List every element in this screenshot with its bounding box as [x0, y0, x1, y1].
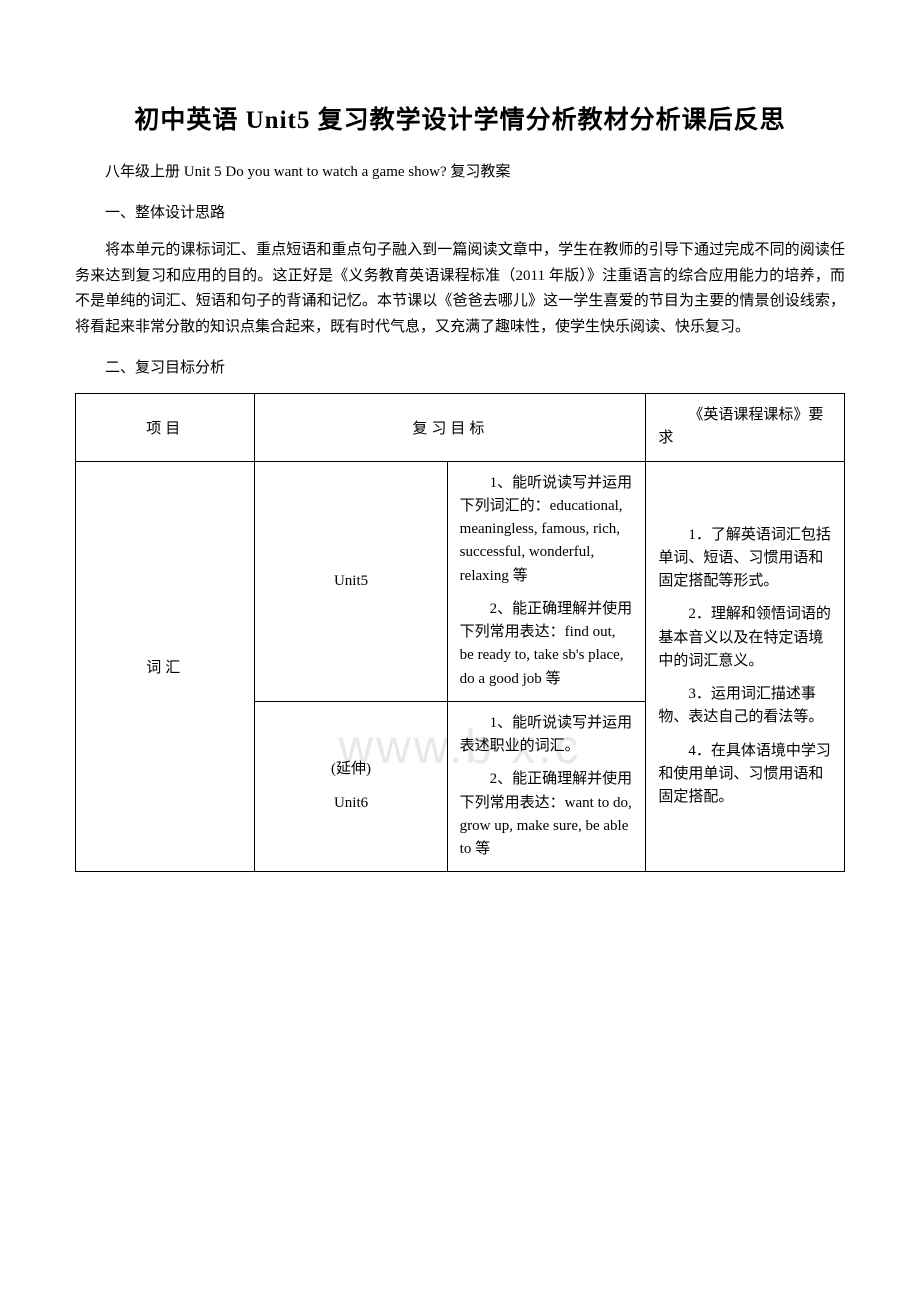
cell-unit5-label: Unit5 [255, 461, 447, 701]
cell-vocab-label: 词汇 [76, 461, 255, 872]
table-header-row: 项目 复习目标 《英语课程课标》要求 [76, 394, 845, 462]
cell-unit6-label: (延伸) Unit6 [255, 701, 447, 872]
cell-requirement: 1．了解英语词汇包括单词、短语、习惯用语和固定搭配等形式。 2．理解和领悟词语的… [646, 461, 845, 872]
page-title: 初中英语 Unit5 复习教学设计学情分析教材分析课后反思 [75, 100, 845, 136]
document-content: 初中英语 Unit5 复习教学设计学情分析教材分析课后反思 八年级上册 Unit… [75, 100, 845, 872]
review-goals-table: 项目 复习目标 《英语课程课标》要求 词汇 Unit5 1、能听说读写并运用下列… [75, 393, 845, 872]
subtitle: 八年级上册 Unit 5 Do you want to watch a game… [75, 160, 845, 181]
cell-unit5-detail: 1、能听说读写并运用下列词汇的：educational, meaningless… [447, 461, 646, 701]
header-col-item: 项目 [76, 394, 255, 462]
cell-unit6-detail: 1、能听说读写并运用表述职业的词汇。 2、能正确理解并使用下列常用表达：want… [447, 701, 646, 872]
table-row: 词汇 Unit5 1、能听说读写并运用下列词汇的：educational, me… [76, 461, 845, 701]
header-col-requirement: 《英语课程课标》要求 [646, 394, 845, 462]
section-1-body: 将本单元的课标词汇、重点短语和重点句子融入到一篇阅读文章中，学生在教师的引导下通… [75, 238, 845, 340]
section-1-heading: 一、整体设计思路 [75, 201, 845, 222]
section-2-heading: 二、复习目标分析 [75, 356, 845, 377]
header-col-target: 复习目标 [255, 394, 646, 462]
